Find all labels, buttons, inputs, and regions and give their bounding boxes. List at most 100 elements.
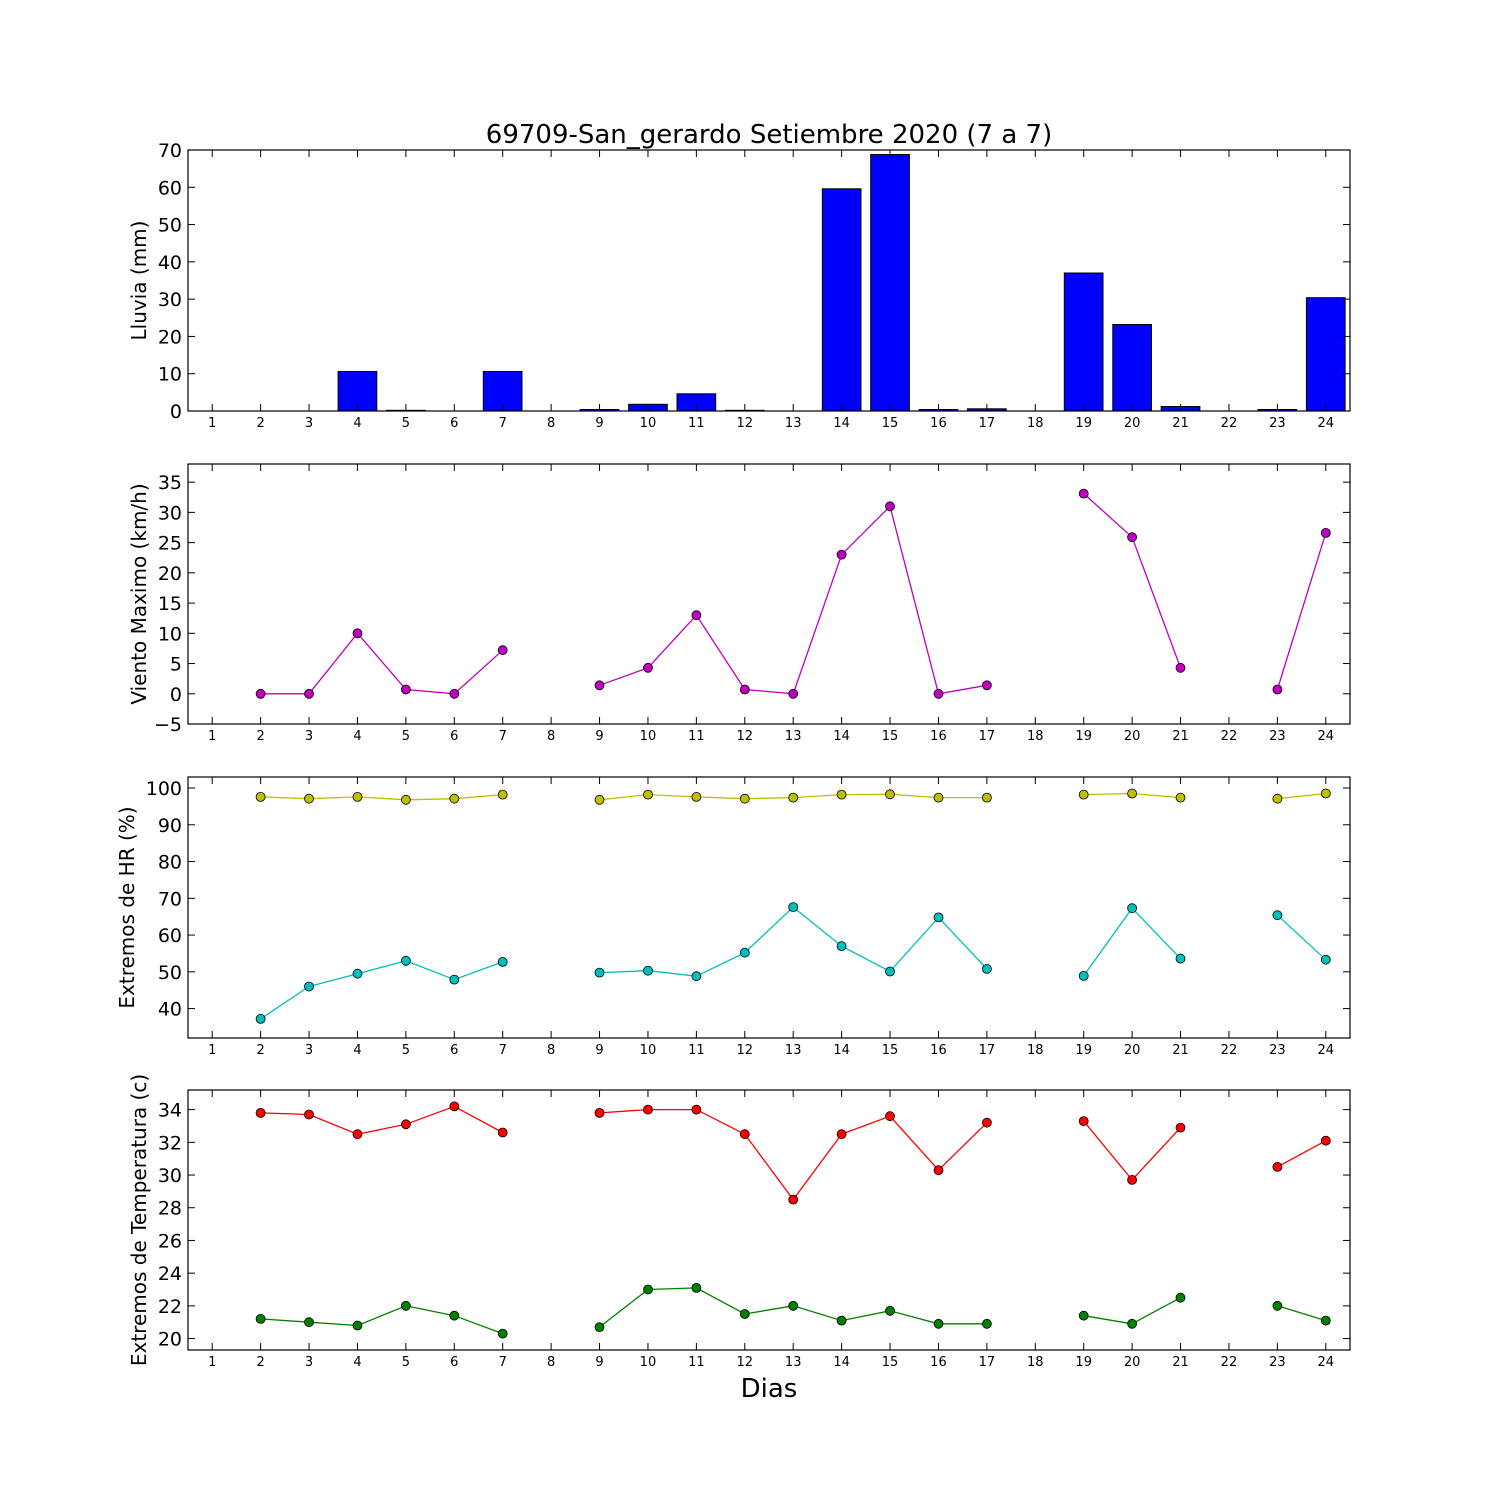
wind-series-1-point-day-13 bbox=[788, 688, 799, 699]
humidity-xtick-label: 6 bbox=[450, 1043, 458, 1058]
wind-xtick-label: 2 bbox=[256, 729, 264, 744]
wind-xtick-label: 3 bbox=[305, 729, 313, 744]
humidity-series-1-point-day-21 bbox=[1175, 792, 1186, 803]
humidity-ytick-label: 40 bbox=[158, 999, 182, 1021]
temperature-ytick-label: 26 bbox=[158, 1230, 182, 1252]
temperature-xtick-label: 18 bbox=[1027, 1355, 1044, 1370]
humidity-y-axis-label: Extremos de HR (%) bbox=[115, 806, 139, 1008]
humidity-series-1-line-4 bbox=[1277, 792, 1326, 800]
temperature-series-2-point-day-10 bbox=[643, 1284, 653, 1295]
temperature-series-1-point-day-20 bbox=[1127, 1175, 1137, 1185]
temperature-xtick-label: 12 bbox=[737, 1355, 754, 1370]
temperature-ytick-label: 20 bbox=[158, 1329, 182, 1351]
humidity-series-2-point-day-10 bbox=[643, 965, 653, 976]
humidity-series-2-point-day-14 bbox=[836, 941, 847, 951]
humidity-series-2-point-day-20 bbox=[1127, 903, 1137, 914]
temperature-series-1-line-1 bbox=[260, 1105, 504, 1135]
rain-xtick-label: 7 bbox=[499, 416, 507, 431]
temperature-series-2-point-day-13 bbox=[788, 1300, 799, 1311]
humidity-series-1-point-day-3 bbox=[304, 793, 314, 804]
humidity-xtick-label: 14 bbox=[833, 1043, 850, 1058]
wind-xtick-label: 9 bbox=[595, 729, 603, 744]
rain-xtick-label: 3 bbox=[305, 416, 313, 431]
humidity-xtick-label: 20 bbox=[1124, 1043, 1141, 1058]
wind-xtick-label: 6 bbox=[450, 729, 458, 744]
temperature-series-2-point-day-23 bbox=[1272, 1300, 1283, 1311]
humidity-xtick-label: 22 bbox=[1221, 1043, 1238, 1058]
humidity-xtick-label: 8 bbox=[547, 1043, 555, 1058]
temperature-series-1-point-day-19 bbox=[1078, 1116, 1089, 1126]
humidity-series-1-point-day-12 bbox=[739, 793, 750, 804]
humidity-xtick-label: 13 bbox=[785, 1043, 802, 1058]
rain-xtick-label: 9 bbox=[595, 416, 603, 431]
rain-xtick-label: 20 bbox=[1124, 416, 1141, 431]
temperature-series-1-point-day-7 bbox=[497, 1127, 508, 1138]
humidity-series-2-point-day-16 bbox=[933, 912, 944, 923]
temperature-xtick-label: 9 bbox=[595, 1355, 603, 1370]
temperature-series-1-point-day-9 bbox=[594, 1108, 605, 1118]
temperature-series-2-point-day-17 bbox=[982, 1318, 992, 1329]
rain-xtick-label: 12 bbox=[737, 416, 754, 431]
wind-xtick-label: 20 bbox=[1124, 729, 1141, 744]
rain-xtick-label: 8 bbox=[547, 416, 555, 431]
temperature-series-1-point-day-10 bbox=[643, 1104, 653, 1115]
humidity-series-1-point-day-5 bbox=[400, 794, 411, 805]
rain-bar-day-24 bbox=[1305, 297, 1346, 412]
temperature-series-2-point-day-2 bbox=[255, 1314, 266, 1324]
wind-xtick-label: 18 bbox=[1027, 729, 1044, 744]
humidity-series-2-point-day-13 bbox=[788, 902, 799, 912]
humidity-series-2-point-day-19 bbox=[1078, 971, 1089, 981]
humidity-series-1-point-day-2 bbox=[255, 792, 266, 802]
humidity-xtick-label: 11 bbox=[688, 1043, 705, 1058]
humidity-ytick-label: 50 bbox=[158, 962, 182, 984]
wind-xtick-label: 1 bbox=[208, 729, 216, 744]
temperature-xtick-label: 22 bbox=[1221, 1355, 1238, 1370]
humidity-ytick-label: 70 bbox=[158, 888, 182, 910]
wind-series-1-point-day-10 bbox=[643, 662, 653, 673]
humidity-series-1-point-day-9 bbox=[594, 794, 605, 805]
wind-series-1-point-day-11 bbox=[691, 610, 702, 621]
humidity-xtick-label: 15 bbox=[882, 1043, 899, 1058]
wind-xtick-label: 14 bbox=[833, 729, 850, 744]
temperature-series-2-point-day-15 bbox=[885, 1305, 895, 1316]
rain-xtick-label: 18 bbox=[1027, 416, 1044, 431]
wind-series-1-point-day-15 bbox=[885, 501, 895, 512]
humidity-series-1-point-day-19 bbox=[1078, 789, 1089, 800]
temperature-ytick-label: 24 bbox=[158, 1263, 182, 1285]
humidity-series-1-point-day-6 bbox=[449, 793, 460, 804]
humidity-series-2-point-day-12 bbox=[739, 947, 750, 958]
humidity-series-1-line-1 bbox=[260, 793, 503, 801]
humidity-series-1-point-day-11 bbox=[691, 792, 702, 802]
wind-ytick-label: 0 bbox=[170, 684, 182, 706]
temperature-series-2-point-day-21 bbox=[1175, 1292, 1186, 1303]
humidity-series-2-point-day-7 bbox=[497, 957, 508, 967]
humidity-series-1-point-day-24 bbox=[1320, 788, 1331, 799]
temperature-series-2-point-day-14 bbox=[836, 1315, 847, 1326]
rain-xtick-label: 21 bbox=[1172, 416, 1189, 431]
wind-ytick-label: 35 bbox=[158, 472, 182, 494]
wind-series-1-point-day-19 bbox=[1078, 488, 1089, 499]
humidity-series-2-point-day-3 bbox=[304, 981, 314, 992]
humidity-xtick-label: 18 bbox=[1027, 1043, 1044, 1058]
temperature-series-2-point-day-9 bbox=[594, 1322, 605, 1332]
humidity-xtick-label: 24 bbox=[1318, 1043, 1335, 1058]
temperature-series-2-line-4 bbox=[1277, 1305, 1326, 1322]
humidity-series-1-point-day-16 bbox=[933, 792, 944, 803]
humidity-xtick-label: 19 bbox=[1075, 1043, 1092, 1058]
humidity-series-1-point-day-10 bbox=[643, 789, 653, 800]
temperature-series-2-line-1 bbox=[260, 1305, 503, 1335]
temperature-series-2-point-day-12 bbox=[739, 1309, 750, 1319]
temperature-xtick-label: 24 bbox=[1318, 1355, 1335, 1370]
humidity-series-2-point-day-11 bbox=[691, 971, 702, 982]
wind-series-1-point-day-5 bbox=[400, 684, 411, 695]
rain-xtick-label: 24 bbox=[1318, 416, 1335, 431]
humidity-series-2-line-1 bbox=[260, 960, 503, 1020]
rain-xtick-label: 10 bbox=[640, 416, 657, 431]
temperature-xtick-label: 13 bbox=[785, 1355, 802, 1370]
humidity-series-1-point-day-13 bbox=[788, 792, 799, 803]
temperature-series-1-point-day-21 bbox=[1175, 1122, 1186, 1133]
temperature-series-1-point-day-14 bbox=[836, 1129, 847, 1140]
temperature-series-2-point-day-6 bbox=[449, 1310, 460, 1321]
wind-axes-frame bbox=[187, 463, 1351, 725]
